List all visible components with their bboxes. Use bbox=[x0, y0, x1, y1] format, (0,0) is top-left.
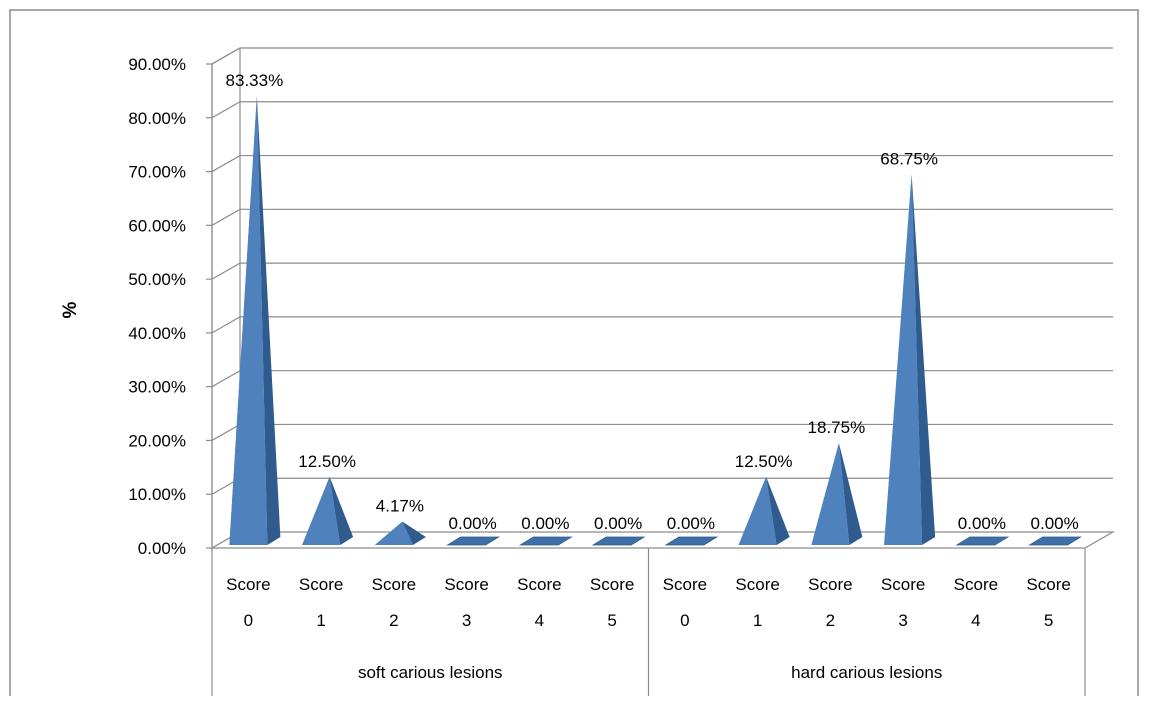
x-category-label: Score bbox=[372, 575, 416, 594]
x-category-label: 5 bbox=[607, 611, 616, 630]
pyramid-bar bbox=[518, 536, 573, 546]
data-label: 0.00% bbox=[449, 514, 497, 533]
gridline bbox=[211, 154, 1113, 173]
y-axis-label: % bbox=[60, 301, 81, 318]
pyramid-face-front bbox=[374, 521, 413, 545]
pyramid-bar bbox=[591, 536, 646, 546]
data-label: 83.33% bbox=[226, 71, 284, 90]
pyramid-base bbox=[591, 536, 646, 546]
x-group-label: soft carious lesions bbox=[358, 663, 503, 682]
y-tick-label: 0.00% bbox=[138, 539, 186, 558]
data-label: 4.17% bbox=[376, 497, 424, 516]
gridline bbox=[211, 262, 1113, 280]
x-category-label: Score bbox=[954, 575, 998, 594]
x-category-label: Score bbox=[663, 575, 707, 594]
pyramid-face-right bbox=[256, 95, 281, 545]
pyramid-face-front bbox=[811, 443, 850, 545]
gridline bbox=[211, 47, 1113, 65]
data-label: 68.75% bbox=[880, 149, 938, 168]
data-label: 0.00% bbox=[958, 514, 1006, 533]
x-group-label: hard carious lesions bbox=[791, 663, 942, 682]
y-tick-label: 10.00% bbox=[128, 485, 186, 504]
pyramid-face-right bbox=[838, 443, 863, 545]
pyramid-base bbox=[664, 536, 719, 546]
pyramid-bar bbox=[738, 476, 790, 545]
pyramid-face-front bbox=[738, 476, 777, 545]
pyramid-bar bbox=[664, 536, 719, 546]
pyramid-base bbox=[955, 536, 1010, 546]
x-category-label: Score bbox=[444, 575, 488, 594]
pyramid-face-right bbox=[402, 521, 426, 545]
pyramid-face-front bbox=[884, 174, 923, 545]
y-tick-label: 20.00% bbox=[128, 431, 186, 450]
pyramid-bar bbox=[955, 536, 1010, 546]
data-label: 0.00% bbox=[594, 514, 642, 533]
x-category-label: 3 bbox=[462, 611, 471, 630]
x-category-label: 5 bbox=[1044, 611, 1053, 630]
y-tick-label: 90.00% bbox=[128, 55, 186, 74]
x-category-label: Score bbox=[517, 575, 561, 594]
pyramid-base bbox=[518, 536, 573, 546]
data-label: 18.75% bbox=[808, 418, 866, 437]
x-category-label: 2 bbox=[389, 611, 398, 630]
x-category-label: Score bbox=[881, 575, 925, 594]
y-tick-label: 80.00% bbox=[128, 109, 186, 128]
pyramid-base bbox=[446, 536, 501, 546]
x-category-label: 1 bbox=[316, 611, 325, 630]
gridline bbox=[211, 208, 1113, 226]
y-tick-label: 70.00% bbox=[128, 163, 186, 182]
x-category-label: 4 bbox=[971, 611, 980, 630]
pyramid-base bbox=[1028, 536, 1083, 546]
data-label: 0.00% bbox=[667, 514, 715, 533]
x-category-label: Score bbox=[808, 575, 852, 594]
x-category-label: 4 bbox=[535, 611, 544, 630]
x-category-label: 1 bbox=[753, 611, 762, 630]
pyramid-bar bbox=[1028, 536, 1083, 546]
x-category-label: Score bbox=[735, 575, 779, 594]
data-label: 12.50% bbox=[298, 452, 356, 471]
x-category-label: Score bbox=[299, 575, 343, 594]
gridline bbox=[211, 316, 1113, 334]
pyramid-face-right bbox=[329, 476, 354, 545]
gridline bbox=[211, 370, 1113, 388]
pyramid-bar bbox=[811, 443, 863, 545]
x-category-label: Score bbox=[226, 575, 270, 594]
pyramid-bar bbox=[374, 521, 426, 545]
x-category-label: 3 bbox=[898, 611, 907, 630]
pyramid-bar bbox=[446, 536, 501, 546]
data-label: 12.50% bbox=[735, 452, 793, 471]
x-category-label: 2 bbox=[826, 611, 835, 630]
x-category-label: 0 bbox=[244, 611, 253, 630]
y-tick-label: 30.00% bbox=[128, 378, 186, 397]
pyramid-bar bbox=[302, 476, 354, 545]
data-label: 0.00% bbox=[521, 514, 569, 533]
pyramid-face-front bbox=[229, 95, 268, 545]
y-tick-label: 40.00% bbox=[128, 324, 186, 343]
x-category-label: 0 bbox=[680, 611, 689, 630]
gridline bbox=[211, 101, 1113, 119]
x-category-label: Score bbox=[590, 575, 634, 594]
pyramid-face-front bbox=[302, 476, 341, 545]
pyramid-bar bbox=[884, 174, 936, 545]
y-tick-label: 50.00% bbox=[128, 270, 186, 289]
data-label: 0.00% bbox=[1031, 514, 1079, 533]
pyramid-face-right bbox=[766, 476, 790, 545]
x-category-label: Score bbox=[1026, 575, 1070, 594]
chart-border bbox=[9, 9, 1139, 701]
pyramid-face-right bbox=[911, 174, 936, 545]
y-tick-label: 60.00% bbox=[128, 216, 186, 235]
pyramid-bar bbox=[229, 95, 281, 545]
